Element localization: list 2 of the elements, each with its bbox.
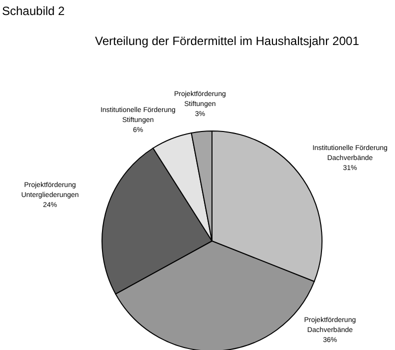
text: Schaubild 2 bbox=[2, 4, 65, 18]
chart-title: Verteilung der Fördermittel im Haushaltsjahr 2001 bbox=[95, 34, 360, 48]
